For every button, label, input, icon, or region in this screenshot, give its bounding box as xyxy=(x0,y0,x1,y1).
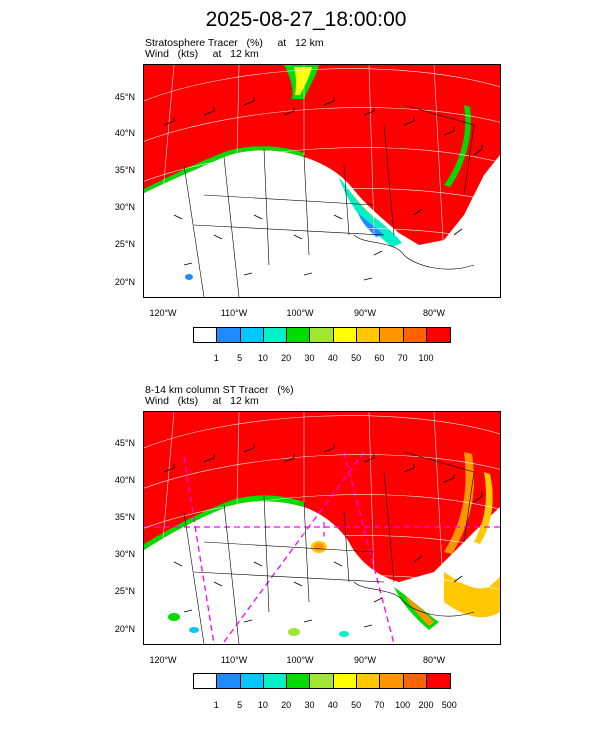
panel2-lon-label: 80°W xyxy=(422,655,446,665)
panel1-title: Stratosphere Tracer (%) at 12 km xyxy=(145,37,324,49)
colorbar-swatch xyxy=(240,328,264,342)
colorbar-swatch xyxy=(217,674,241,688)
colorbar-label: 1 xyxy=(213,700,219,710)
colorbar-swatch xyxy=(357,328,381,342)
colorbar-label: 70 xyxy=(397,353,408,363)
colorbar-swatch xyxy=(287,328,311,342)
panel1-colorbar xyxy=(193,327,452,343)
panel2-lat-label: 20°N xyxy=(114,624,135,634)
colorbar-swatch xyxy=(310,328,334,342)
panel2-lon-label: 120°W xyxy=(149,655,177,665)
colorbar-swatch xyxy=(310,674,334,688)
main-title: 2025-08-27_18:00:00 xyxy=(205,8,407,31)
colorbar-swatch xyxy=(240,674,264,688)
colorbar-swatch xyxy=(333,674,358,688)
panel1-lon-label: 110°W xyxy=(220,308,248,318)
colorbar-label: 40 xyxy=(327,700,338,710)
panel1-lat-label: 40°N xyxy=(114,128,135,138)
panel1-lon-label: 100°W xyxy=(286,308,314,318)
panel1-map xyxy=(143,64,501,298)
colorbar-label: 50 xyxy=(351,700,362,710)
panel1-map-field xyxy=(144,65,500,297)
panel1-lon-label: 80°W xyxy=(422,308,446,318)
panel2-title: 8-14 km column ST Tracer (%) xyxy=(145,384,294,396)
colorbar-label: 30 xyxy=(304,353,315,363)
panel2-lat-label: 45°N xyxy=(114,438,135,448)
colorbar-label: 200 xyxy=(418,700,434,710)
colorbar-swatch xyxy=(380,674,404,688)
panel2-lat-label: 30°N xyxy=(114,549,135,559)
panel2-lon-label: 90°W xyxy=(353,655,377,665)
panel1-lat-label: 30°N xyxy=(114,202,135,212)
colorbar-swatch xyxy=(357,674,381,688)
panel2-low-tracer-region xyxy=(144,501,500,644)
colorbar-swatch xyxy=(333,328,358,342)
colorbar-swatch xyxy=(403,674,427,688)
panel2-lon-label: 100°W xyxy=(286,655,314,665)
colorbar-label: 30 xyxy=(304,700,315,710)
colorbar-swatch xyxy=(287,674,311,688)
panel1-gulf-tongue xyxy=(339,177,402,247)
panel1-subtitle: Wind (kts) at 12 km xyxy=(145,48,259,60)
panel1-lat-label: 35°N xyxy=(114,165,135,175)
panel1-lat-label: 25°N xyxy=(114,239,135,249)
colorbar-swatch xyxy=(263,328,288,342)
panel1-low-tracer-region xyxy=(144,150,500,297)
colorbar-swatch xyxy=(426,674,451,688)
panel1-lon-label: 120°W xyxy=(149,308,177,318)
colorbar-swatch xyxy=(194,674,218,688)
colorbar-label: 10 xyxy=(257,700,268,710)
panel2-lat-label: 40°N xyxy=(114,475,135,485)
colorbar-swatch xyxy=(426,328,451,342)
panel1-lat-label: 20°N xyxy=(114,277,135,287)
panel2-map-field xyxy=(144,412,500,644)
panel2-lon-label: 110°W xyxy=(220,655,248,665)
colorbar-label: 20 xyxy=(281,353,292,363)
colorbar-swatch xyxy=(403,328,427,342)
panel2-colorbar xyxy=(193,673,452,689)
colorbar-label: 20 xyxy=(281,700,292,710)
colorbar-swatch xyxy=(194,328,218,342)
colorbar-label: 1 xyxy=(213,353,219,363)
colorbar-label: 5 xyxy=(237,353,243,363)
panel2-lat-label: 25°N xyxy=(114,586,135,596)
panel2-subtitle: Wind (kts) at 12 km xyxy=(145,395,259,407)
panel1-lat-label: 45°N xyxy=(114,92,135,102)
colorbar-label: 100 xyxy=(418,353,434,363)
colorbar-label: 5 xyxy=(237,700,243,710)
colorbar-label: 70 xyxy=(374,700,385,710)
colorbar-label: 60 xyxy=(374,353,385,363)
colorbar-swatch xyxy=(380,328,404,342)
colorbar-label: 100 xyxy=(395,700,411,710)
panel1-lon-label: 90°W xyxy=(353,308,377,318)
colorbar-label: 50 xyxy=(351,353,362,363)
colorbar-label: 500 xyxy=(441,700,457,710)
colorbar-label: 10 xyxy=(257,353,268,363)
panel2-map xyxy=(143,411,501,645)
panel2-lat-label: 35°N xyxy=(114,512,135,522)
colorbar-swatch xyxy=(263,674,288,688)
colorbar-label: 40 xyxy=(327,353,338,363)
colorbar-swatch xyxy=(217,328,241,342)
